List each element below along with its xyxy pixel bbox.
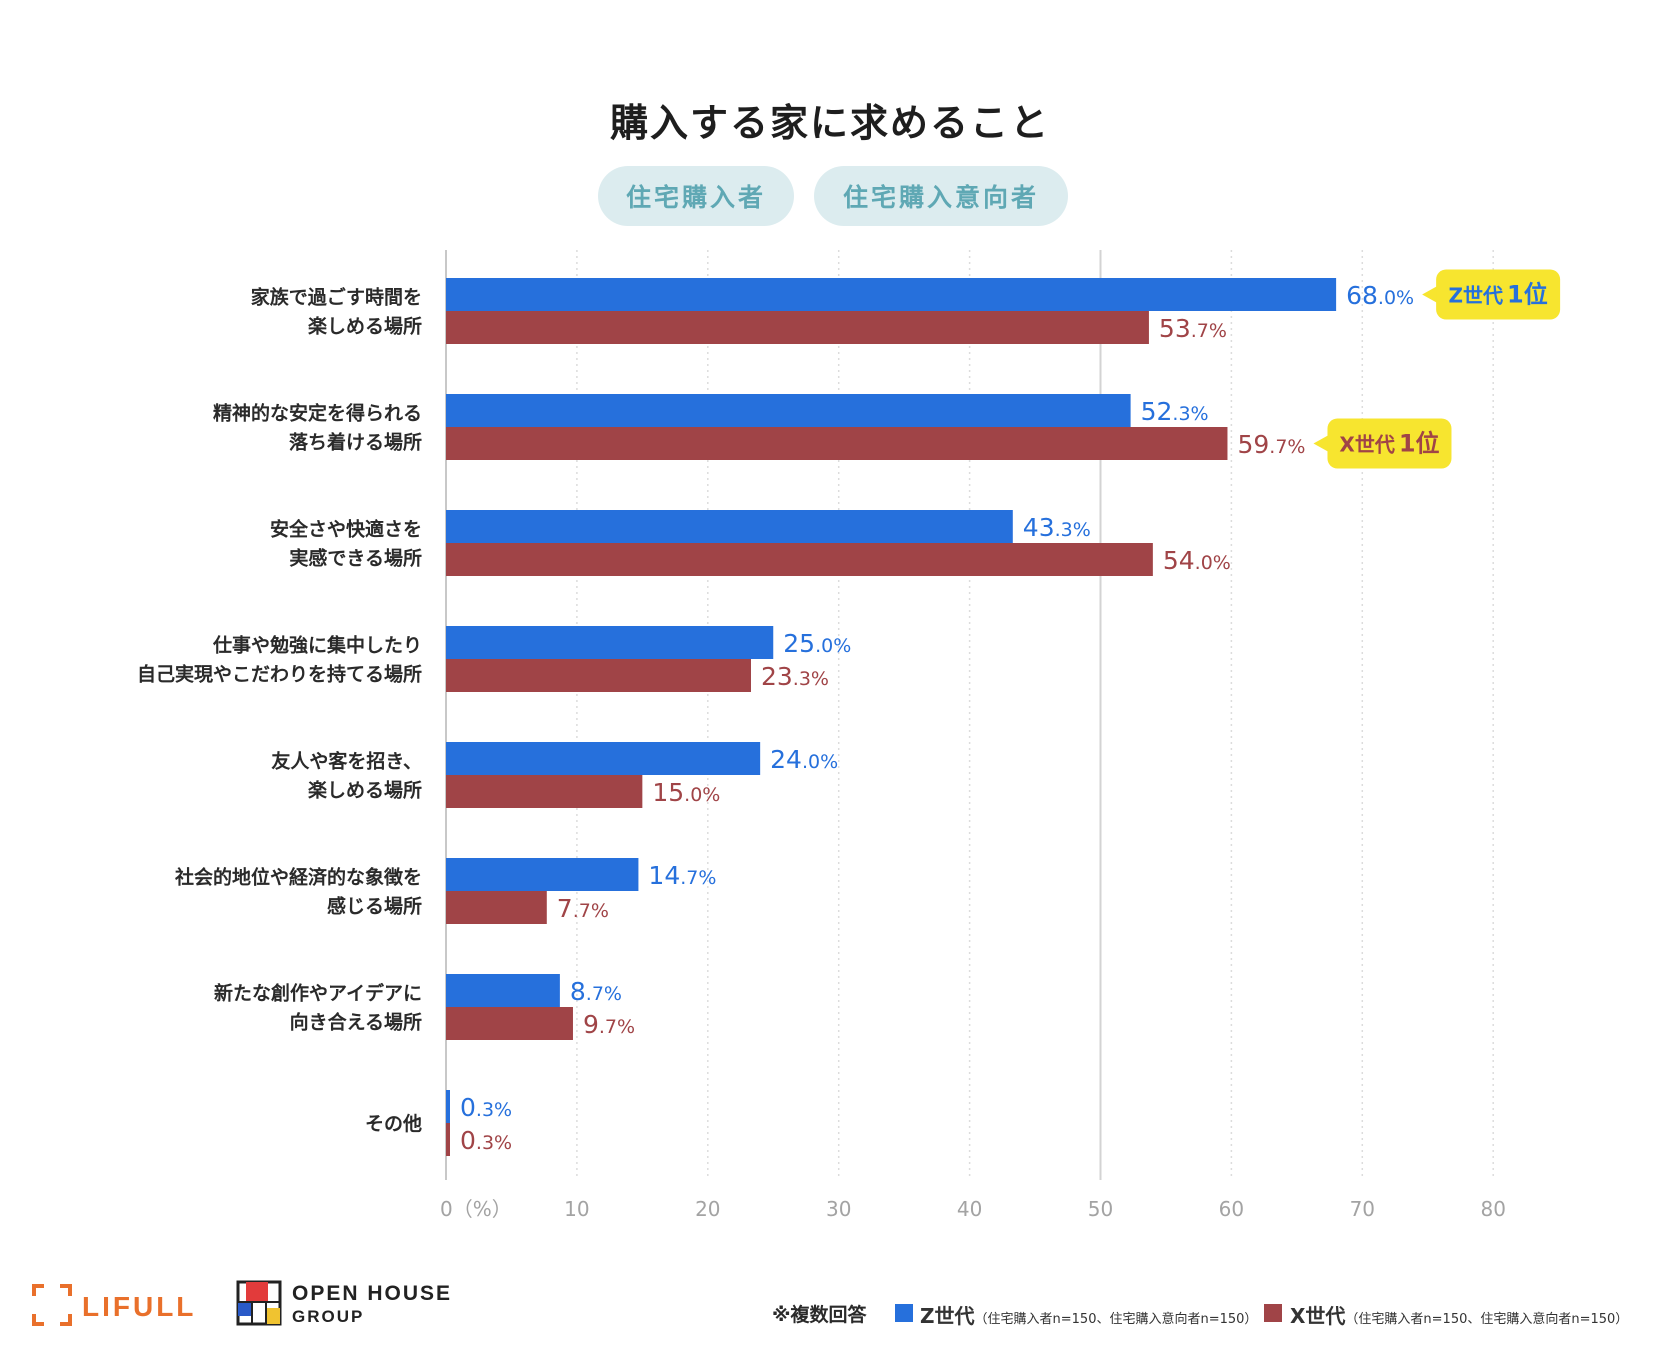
category-label-4-line-0: 友人や客を招き、: [271, 750, 422, 773]
value-label-z-3: 25.0%: [783, 629, 851, 658]
bar-z-6: [446, 974, 560, 1007]
legend-x-note: （住宅購入者n=150、住宅購入意向者n=150）: [1345, 1312, 1629, 1327]
category-label-0-line-1: 楽しめる場所: [308, 315, 422, 338]
value-label-x-0: 53.7%: [1159, 314, 1227, 343]
bar-x-2: [446, 543, 1153, 576]
legend-swatch-z: [895, 1304, 913, 1322]
value-label-x-1: 59.7%: [1237, 430, 1305, 459]
rank-badge-1: [1327, 418, 1452, 469]
rank-badge-0: [1436, 269, 1561, 320]
value-label-x-4: 15.0%: [652, 778, 720, 807]
bar-z-1: [446, 394, 1131, 427]
bar-z-7: [446, 1090, 450, 1123]
openhouse-logo: OPEN HOUSE GROUP: [236, 1280, 452, 1326]
category-label-2-line-0: 安全さや快適さを: [270, 518, 422, 541]
value-label-x-3: 23.3%: [761, 662, 829, 691]
category-label-3-line-1: 自己実現やこだわりを持てる場所: [137, 663, 422, 686]
x-tick-label-10: 10: [564, 1197, 589, 1221]
category-label-6-line-1: 向き合える場所: [290, 1011, 422, 1034]
x-tick-label-50: 50: [1088, 1197, 1113, 1221]
value-label-x-6: 9.7%: [583, 1010, 635, 1039]
bar-x-5: [446, 891, 547, 924]
value-label-z-1: 52.3%: [1141, 397, 1209, 426]
bar-z-5: [446, 858, 639, 891]
bar-z-4: [446, 742, 761, 775]
value-label-x-2: 54.0%: [1163, 546, 1231, 575]
x-tick-label-70: 70: [1350, 1197, 1375, 1221]
legend-z-name: Z世代: [920, 1304, 975, 1328]
category-pill-buyers: 住宅購入者: [598, 166, 794, 226]
bar-z-0: [446, 278, 1337, 311]
category-label-4-line-1: 楽しめる場所: [308, 779, 422, 802]
category-label-3-line-0: 仕事や勉強に集中したり: [212, 634, 422, 657]
rank-badge-text-1: X世代 1位: [1339, 430, 1439, 458]
category-label-2-line-1: 実感できる場所: [289, 547, 422, 570]
legend-label-z: Z世代（住宅購入者n=150、住宅購入意向者n=150）: [920, 1300, 1257, 1329]
x-tick-label-0: 0（%）: [440, 1197, 512, 1221]
x-tick-label-40: 40: [957, 1197, 982, 1221]
value-label-z-2: 43.3%: [1023, 513, 1091, 542]
value-label-x-5: 7.7%: [557, 894, 609, 923]
x-tick-label-60: 60: [1219, 1197, 1244, 1221]
openhouse-logo-text-2: GROUP: [292, 1307, 364, 1326]
bar-z-3: [446, 626, 774, 659]
rank-badge-pointer-0: [1422, 284, 1441, 305]
bar-x-7: [446, 1123, 450, 1156]
bar-x-0: [446, 311, 1149, 344]
category-label-1-line-1: 落ち着ける場所: [289, 431, 422, 454]
footnote-multiple-answers: ※複数回答: [772, 1304, 867, 1326]
rank-badge-text-0: Z世代 1位: [1449, 281, 1548, 309]
bar-z-2: [446, 510, 1013, 543]
category-label-5-line-1: 感じる場所: [327, 895, 422, 918]
openhouse-logo-text-1: OPEN HOUSE: [292, 1282, 452, 1305]
value-label-z-5: 14.7%: [648, 861, 716, 890]
category-label-0-line-0: 家族で過ごす時間を: [251, 286, 422, 309]
legend-x-name: X世代: [1290, 1304, 1346, 1328]
value-label-z-6: 8.7%: [570, 977, 622, 1006]
legend-label-x: X世代（住宅購入者n=150、住宅購入意向者n=150）: [1290, 1300, 1628, 1329]
value-label-x-7: 0.3%: [460, 1126, 512, 1155]
bar-x-6: [446, 1007, 573, 1040]
legend-z-note: （住宅購入者n=150、住宅購入意向者n=150）: [974, 1312, 1258, 1327]
legend-swatch-x: [1264, 1304, 1282, 1322]
value-label-z-0: 68.0%: [1346, 281, 1414, 310]
value-label-z-4: 24.0%: [770, 745, 838, 774]
rank-badge-pointer-1: [1313, 433, 1332, 454]
category-pill-prospective-buyers: 住宅購入意向者: [814, 166, 1068, 226]
chart-title: 購入する家に求めること: [609, 101, 1050, 145]
x-tick-label-30: 30: [826, 1197, 851, 1221]
lifull-logo: LIFULL: [32, 1284, 196, 1326]
lifull-logo-text: LIFULL: [82, 1291, 196, 1322]
category-label-6-line-0: 新たな創作やアイデアに: [214, 982, 422, 1005]
x-tick-label-80: 80: [1480, 1197, 1505, 1221]
x-tick-label-20: 20: [695, 1197, 720, 1221]
value-label-z-7: 0.3%: [460, 1093, 512, 1122]
bar-x-1: [446, 427, 1228, 460]
bar-x-3: [446, 659, 751, 692]
category-label-1-line-0: 精神的な安定を得られる: [213, 402, 422, 425]
category-label-5-line-0: 社会的地位や経済的な象徴を: [174, 866, 422, 889]
bar-x-4: [446, 775, 643, 808]
category-label-7-line-0: その他: [365, 1112, 422, 1135]
